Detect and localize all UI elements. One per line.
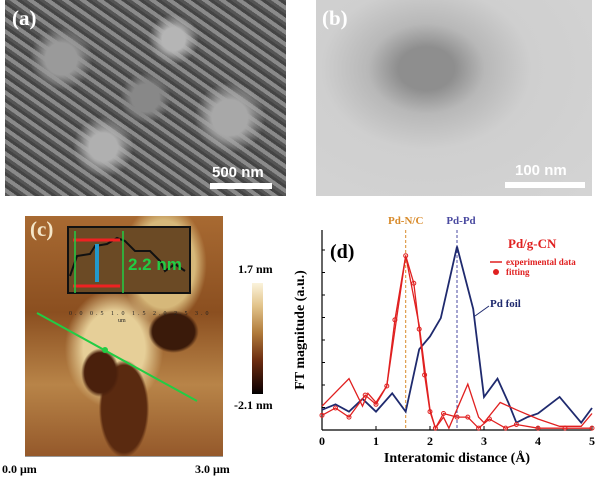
pd-pd-label: Pd-Pd bbox=[446, 215, 475, 227]
series-pd-foil bbox=[321, 246, 593, 425]
legend-experimental: experimental data bbox=[506, 257, 576, 267]
series-fitting bbox=[321, 255, 592, 430]
exafs-chart: 0 1 2 3 4 5 Interatomic distance (Å) FT magnitu… bbox=[293, 215, 595, 466]
legend-fitting: fitting bbox=[506, 267, 530, 277]
panel-label-d: (d) bbox=[330, 241, 354, 263]
fitting-point bbox=[373, 401, 379, 407]
x-axis-label: Interatomic distance (Å) bbox=[384, 450, 531, 466]
panel-label-a: (a) bbox=[12, 6, 37, 30]
panel-label-b: (b) bbox=[322, 6, 348, 30]
step-height-label: 2.2 nm bbox=[128, 255, 182, 274]
fitting-point bbox=[513, 421, 519, 427]
sample-label: Pd/g-CN bbox=[508, 236, 557, 251]
inset-xlabel: um bbox=[118, 318, 126, 324]
scale-bar-a bbox=[210, 183, 272, 189]
scale-bar-b bbox=[505, 182, 585, 188]
colorbar bbox=[252, 283, 263, 394]
fitting-point bbox=[441, 410, 446, 416]
x-tick-label: 4 bbox=[535, 434, 541, 448]
inset-ticks: 0.0 0.5 1.0 1.5 2.0 2.5 3.0 bbox=[69, 311, 212, 317]
fitting-point bbox=[411, 280, 417, 286]
fitting-point bbox=[562, 425, 568, 431]
fitting-point bbox=[465, 414, 471, 420]
x-scale-line bbox=[25, 456, 223, 457]
x-start-label: 0.0 μm bbox=[2, 462, 37, 476]
fitting-point bbox=[589, 425, 595, 431]
x-tick-label: 3 bbox=[481, 434, 487, 448]
fitting-point bbox=[535, 425, 541, 431]
pd-foil-pointer bbox=[474, 305, 490, 317]
legend-dot-marker bbox=[493, 269, 499, 275]
fitting-point bbox=[362, 392, 368, 398]
scale-text-b: 100 nm bbox=[515, 162, 567, 179]
fitting-point bbox=[422, 372, 428, 378]
tem-image bbox=[316, 0, 592, 196]
x-tick-label: 1 bbox=[373, 434, 379, 448]
x-tick-label: 0 bbox=[319, 434, 325, 448]
panel-label-c: (c) bbox=[30, 217, 54, 241]
colorbar-min: -2.1 nm bbox=[234, 398, 273, 412]
afm-overlay bbox=[36, 226, 198, 402]
fitting-point bbox=[333, 405, 338, 411]
fitting-point bbox=[427, 409, 433, 415]
x-tick-label: 5 bbox=[589, 434, 595, 448]
series-experimental-data bbox=[321, 255, 593, 430]
height-profile-inset bbox=[67, 226, 191, 294]
fitting-point bbox=[432, 425, 438, 431]
colorbar-max: 1.7 nm bbox=[238, 262, 273, 276]
profile-path-line bbox=[36, 312, 198, 402]
pd-foil-label: Pd foil bbox=[490, 298, 521, 310]
fitting-point bbox=[384, 383, 390, 389]
fitting-point bbox=[346, 414, 352, 420]
fitting-point bbox=[403, 253, 409, 259]
fitting-point bbox=[476, 425, 482, 431]
y-axis-label: FT magnitude (a.u.) bbox=[293, 270, 308, 390]
x-tick-label: 2 bbox=[427, 434, 433, 448]
fitting-point bbox=[416, 326, 422, 332]
fitting-point bbox=[319, 412, 325, 418]
pd-nc-label: Pd-N/C bbox=[388, 215, 424, 227]
fitting-point bbox=[454, 414, 460, 420]
fitting-point bbox=[503, 425, 509, 431]
height-profile-line bbox=[69, 236, 186, 277]
fitting-point bbox=[392, 317, 398, 323]
scale-text-a: 500 nm bbox=[212, 164, 264, 181]
fitting-point bbox=[486, 416, 492, 422]
sem-image bbox=[5, 0, 286, 196]
x-end-label: 3.0 μm bbox=[195, 462, 230, 476]
